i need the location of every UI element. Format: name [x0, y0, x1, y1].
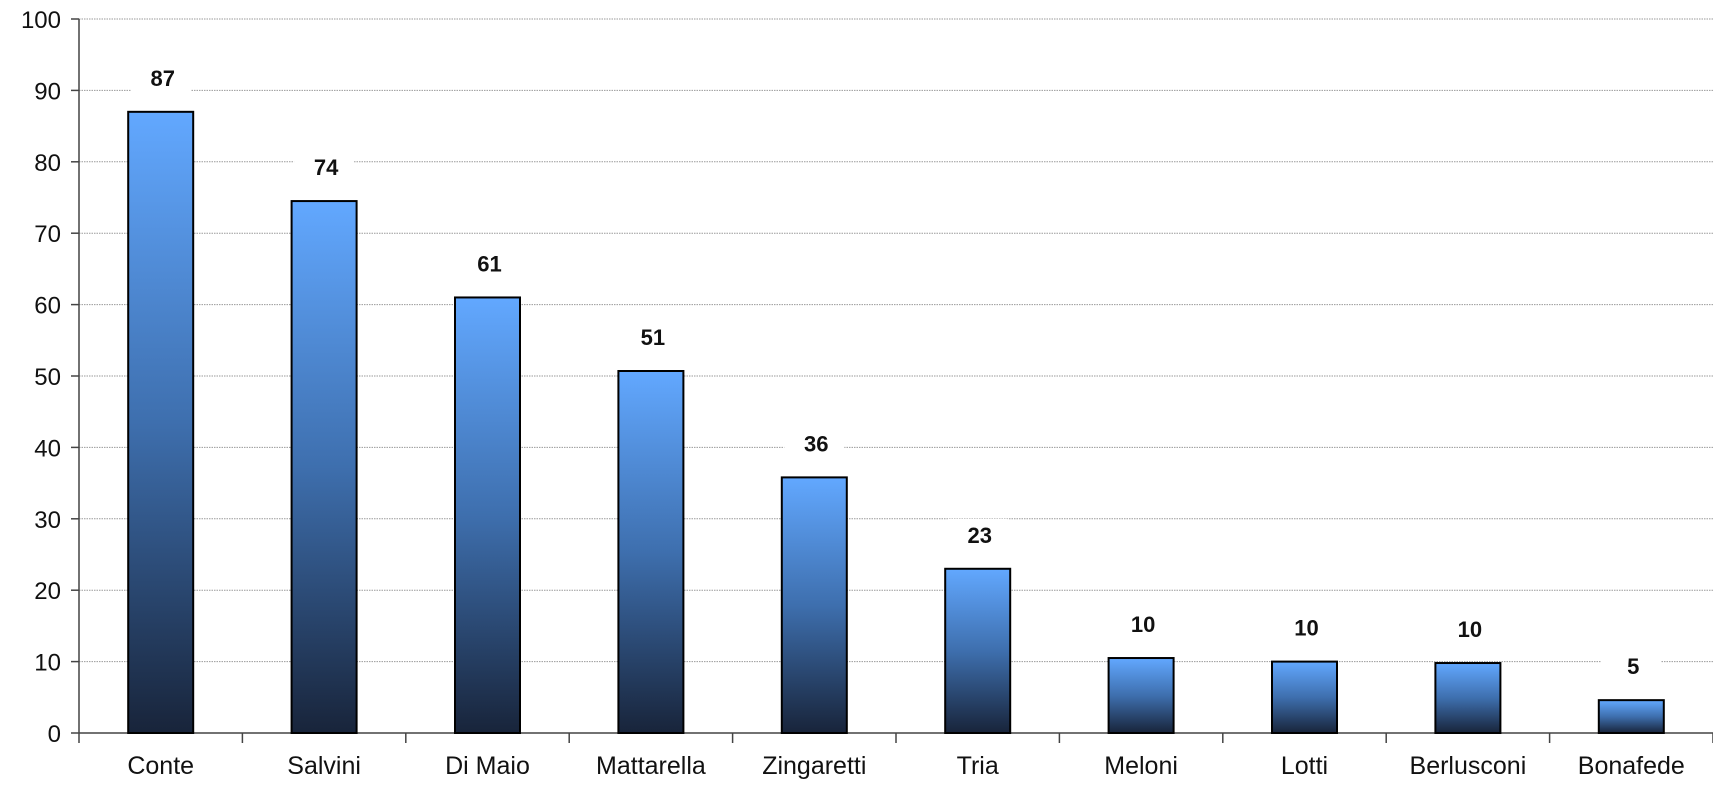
data-label-background	[294, 151, 355, 184]
y-tick-label: 80	[34, 150, 61, 177]
bar-lotti	[1271, 660, 1338, 734]
y-tick-label: 70	[34, 221, 61, 248]
y-tick-label: 30	[34, 507, 61, 534]
y-tick-label: 60	[34, 293, 61, 320]
category-label: Meloni	[1104, 752, 1178, 780]
bar-bonafede	[1597, 699, 1665, 735]
bar-mattarella	[617, 370, 685, 734]
data-label: 10	[1131, 612, 1155, 637]
category-label: Conte	[127, 752, 194, 780]
data-label-background	[620, 321, 681, 354]
data-label-background	[784, 427, 845, 460]
data-label: 87	[150, 66, 174, 91]
data-label: 61	[477, 251, 501, 276]
bar-tria	[944, 567, 1012, 735]
data-label-background	[457, 247, 518, 280]
bar-salvini	[290, 200, 358, 734]
category-label: Mattarella	[596, 752, 706, 780]
bar-meloni	[1107, 657, 1175, 735]
bars	[127, 110, 1665, 735]
category-label: Berlusconi	[1410, 752, 1527, 780]
data-label: 51	[641, 325, 665, 350]
data-label-background	[130, 61, 191, 94]
bar-di-maio	[454, 296, 521, 734]
data-label-background	[1274, 611, 1335, 644]
bar-conte	[127, 110, 195, 734]
bar-berlusconi	[1434, 662, 1502, 735]
data-label: 23	[967, 523, 991, 548]
category-label: Lotti	[1281, 752, 1328, 780]
y-tick-label: 0	[48, 721, 61, 748]
y-tick-label: 40	[34, 435, 61, 462]
data-label: 36	[804, 431, 828, 456]
y-tick-label: 50	[34, 364, 61, 391]
data-label: 10	[1294, 616, 1318, 641]
data-label-background	[1437, 613, 1498, 646]
data-label-background	[1111, 608, 1172, 641]
category-label: Zingaretti	[762, 752, 866, 780]
data-label-background	[947, 518, 1008, 551]
bar-zingaretti	[780, 476, 848, 734]
labels: 87 Conte 74 Salvini 61 Di Maio 51 Mattarella 36 Z…	[127, 61, 1685, 780]
y-tick-label: 100	[21, 7, 61, 34]
category-label: Di Maio	[445, 752, 530, 780]
category-label: Bonafede	[1578, 752, 1685, 780]
data-label-background	[1601, 650, 1662, 683]
data-label: 10	[1458, 617, 1482, 642]
y-tick-label: 90	[34, 78, 61, 105]
y-tick-label: 10	[34, 650, 61, 677]
category-label: Salvini	[287, 752, 361, 780]
data-label: 74	[314, 155, 339, 180]
data-label: 5	[1627, 654, 1639, 679]
category-label: Tria	[957, 752, 999, 780]
y-tick-label: 20	[34, 578, 61, 605]
